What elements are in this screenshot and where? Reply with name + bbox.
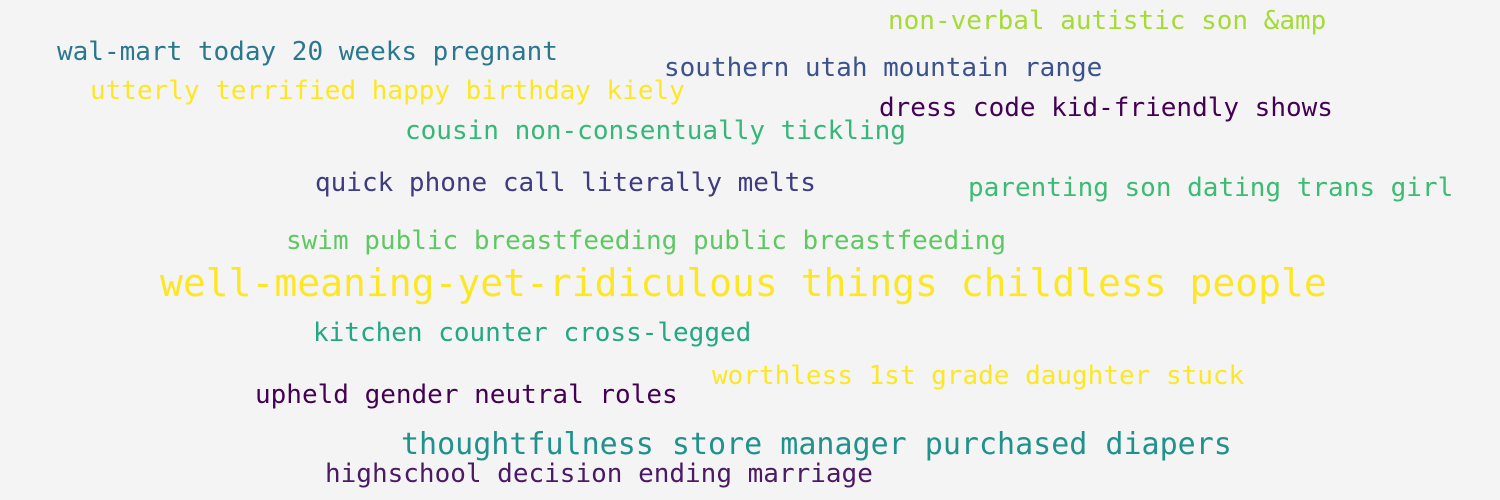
phrase: southern utah mountain range — [664, 53, 1103, 83]
phrase: wal-mart today 20 weeks pregnant — [57, 37, 558, 67]
phrase: cousin non-consentually tickling — [405, 116, 906, 146]
phrase: upheld gender neutral roles — [255, 380, 678, 410]
phrase: thoughtfulness store manager purchased d… — [401, 427, 1232, 462]
phrase: swim public breastfeeding public breastf… — [286, 226, 1007, 256]
phrase: quick phone call literally melts — [315, 168, 816, 198]
phrase: parenting son dating trans girl — [968, 173, 1454, 203]
phrase-largest: well-meaning-yet-ridiculous things child… — [160, 261, 1327, 305]
phrase: utterly terrified happy birthday kiely — [90, 76, 685, 106]
phrase: non-verbal autistic son &amp — [888, 6, 1327, 36]
phrase: kitchen counter cross-legged — [313, 318, 752, 348]
phrase: highschool decision ending marriage — [325, 459, 873, 489]
phrase: worthless 1st grade daughter stuck — [712, 361, 1245, 391]
phrase: dress code kid-friendly shows — [879, 93, 1333, 123]
